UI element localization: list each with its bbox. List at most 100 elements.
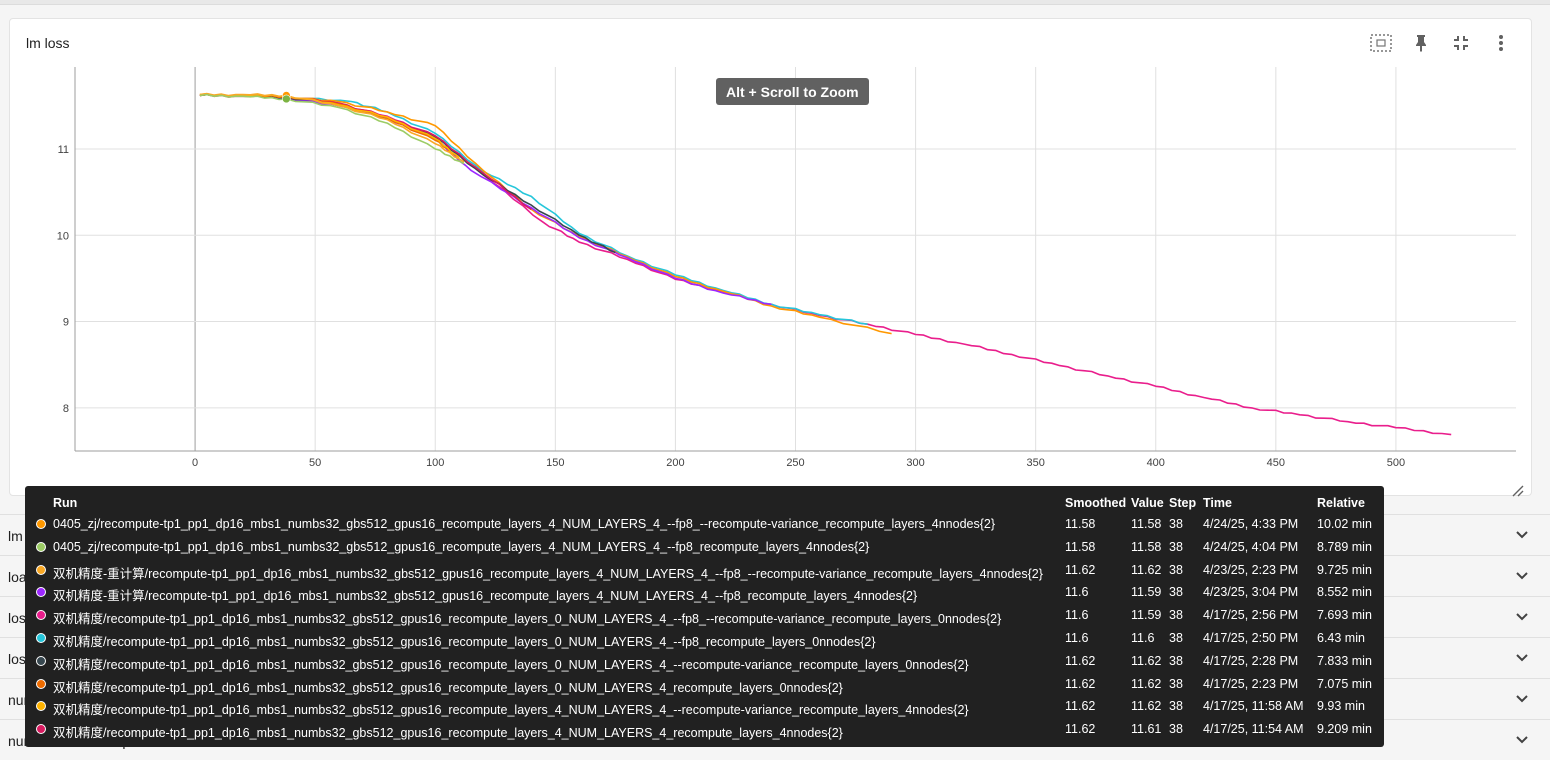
tt-smoothed: 11.58: [1065, 539, 1096, 554]
x-tick-label: 350: [1026, 457, 1044, 469]
run-color-dot: [36, 724, 46, 735]
x-tick-label: 150: [546, 457, 564, 469]
tt-time: 4/23/25, 3:04 PM: [1203, 585, 1299, 600]
tt-smoothed: 11.62: [1065, 676, 1096, 691]
tt-time: 4/23/25, 2:23 PM: [1203, 562, 1299, 577]
run-color-dot: [36, 678, 46, 689]
pin-icon[interactable]: [1401, 31, 1441, 55]
tt-header-relative: Relative: [1317, 496, 1365, 510]
run-color-dot: [36, 610, 46, 621]
tt-run: 双机精度/recompute-tp1_pp1_dp16_mbs1_numbs32…: [53, 612, 1002, 627]
tt-step: 38: [1169, 562, 1183, 577]
tooltip-row: 0405_zj/recompute-tp1_pp1_dp16_mbs1_numb…: [25, 514, 1384, 536]
tooltip-row: 双机精度/recompute-tp1_pp1_dp16_mbs1_numbs32…: [25, 696, 1384, 718]
tt-run: 双机精度/recompute-tp1_pp1_dp16_mbs1_numbs32…: [53, 680, 843, 695]
resize-handle-icon[interactable]: [1512, 484, 1524, 502]
run-color-dot: [36, 701, 46, 712]
tt-step: 38: [1169, 585, 1183, 600]
chevron-down-icon[interactable]: [1512, 525, 1532, 550]
tt-run: 双机精度-重计算/recompute-tp1_pp1_dp16_mbs1_num…: [53, 566, 1043, 581]
tt-time: 4/17/25, 2:28 PM: [1203, 653, 1299, 668]
tt-step: 38: [1169, 722, 1183, 737]
series-line: [199, 93, 1452, 436]
x-tick-label: 450: [1267, 457, 1285, 469]
x-tick-label: 200: [666, 457, 684, 469]
chevron-down-icon[interactable]: [1512, 689, 1532, 714]
tooltip-row: 0405_zj/recompute-tp1_pp1_dp16_mbs1_numb…: [25, 537, 1384, 559]
run-color-dot: [36, 587, 46, 598]
tt-step: 38: [1169, 608, 1183, 623]
x-tick-label: 500: [1387, 457, 1405, 469]
tt-header-run: Run: [53, 496, 78, 510]
chevron-down-icon[interactable]: [1512, 648, 1532, 673]
run-color-dot: [36, 655, 46, 666]
card-title: lm loss: [26, 35, 70, 51]
tt-smoothed: 11.58: [1065, 517, 1096, 531]
tt-smoothed: 11.62: [1065, 562, 1096, 577]
tt-value: 11.62: [1131, 699, 1162, 714]
tt-time: 4/17/25, 2:50 PM: [1203, 631, 1299, 645]
tt-value: 11.59: [1131, 585, 1162, 600]
tt-value: 11.6: [1131, 631, 1155, 645]
y-tick-label: 8: [63, 403, 69, 415]
tt-time: 4/17/25, 2:56 PM: [1203, 608, 1299, 623]
tt-value: 11.61: [1131, 722, 1162, 737]
tt-value: 11.58: [1131, 539, 1162, 554]
tt-run: 双机精度/recompute-tp1_pp1_dp16_mbs1_numbs32…: [53, 703, 969, 718]
tt-run: 双机精度/recompute-tp1_pp1_dp16_mbs1_numbs32…: [53, 635, 876, 649]
tt-relative: 9.725 min: [1317, 562, 1372, 577]
tt-relative: 10.02 min: [1317, 517, 1372, 531]
chevron-down-icon[interactable]: [1512, 607, 1532, 632]
tooltip-row: 双机精度/recompute-tp1_pp1_dp16_mbs1_numbs32…: [25, 628, 1384, 650]
x-tick-label: 250: [786, 457, 804, 469]
y-tick-label: 10: [57, 230, 69, 242]
tt-header-time: Time: [1203, 496, 1232, 510]
x-tick-label: 0: [192, 457, 198, 469]
run-color-dot: [36, 633, 46, 643]
run-color-dot: [36, 519, 46, 529]
series-line: [199, 93, 465, 165]
tt-value: 11.58: [1131, 517, 1162, 531]
fit-domain-icon[interactable]: [1361, 31, 1401, 55]
tooltip-row: 双机精度-重计算/recompute-tp1_pp1_dp16_mbs1_num…: [25, 560, 1384, 582]
tt-relative: 9.209 min: [1317, 722, 1372, 737]
top-divider: [0, 0, 1550, 5]
tt-relative: 9.93 min: [1317, 699, 1365, 714]
run-color-dot: [36, 541, 46, 552]
tt-smoothed: 11.62: [1065, 699, 1096, 714]
tt-time: 4/24/25, 4:04 PM: [1203, 539, 1299, 554]
chevron-down-icon[interactable]: [1512, 730, 1532, 755]
hover-tooltip: Run Smoothed Value Step Time Relative 04…: [25, 486, 1384, 747]
tt-header-value: Value: [1131, 496, 1164, 510]
tt-time: 4/24/25, 4:33 PM: [1203, 517, 1299, 531]
x-tick-label: 100: [426, 457, 444, 469]
tt-relative: 8.789 min: [1317, 539, 1372, 554]
series-line: [199, 93, 772, 306]
hover-point: [282, 94, 291, 104]
chevron-down-icon[interactable]: [1512, 566, 1532, 591]
collapse-icon[interactable]: [1441, 31, 1481, 55]
y-tick-label: 11: [58, 144, 69, 156]
tt-step: 38: [1169, 631, 1183, 645]
tt-value: 11.62: [1131, 562, 1162, 577]
zoom-hint: Alt + Scroll to Zoom: [716, 78, 869, 105]
tt-step: 38: [1169, 699, 1183, 714]
tt-step: 38: [1169, 676, 1183, 691]
tt-time: 4/17/25, 2:23 PM: [1203, 676, 1299, 691]
tt-run: 双机精度/recompute-tp1_pp1_dp16_mbs1_numbs32…: [53, 657, 969, 672]
tt-header-smoothed: Smoothed: [1065, 496, 1127, 510]
y-tick-label: 9: [63, 317, 69, 329]
tt-header-step: Step: [1169, 496, 1197, 510]
lm-loss-chart[interactable]: 0 50 100 150 200 250 300 350 400 450 500 8 9 10 11: [0, 0, 1550, 500]
tooltip-row: 双机精度/recompute-tp1_pp1_dp16_mbs1_numbs32…: [25, 651, 1384, 673]
tt-run: 双机精度-重计算/recompute-tp1_pp1_dp16_mbs1_num…: [53, 589, 918, 604]
tooltip-row: 双机精度/recompute-tp1_pp1_dp16_mbs1_numbs32…: [25, 605, 1384, 627]
x-tick-label: 300: [906, 457, 924, 469]
tt-step: 38: [1169, 517, 1183, 531]
tt-time: 4/17/25, 11:54 AM: [1203, 722, 1304, 737]
x-tick-label: 50: [309, 457, 321, 469]
tt-value: 11.59: [1131, 608, 1162, 623]
tt-run: 0405_zj/recompute-tp1_pp1_dp16_mbs1_numb…: [53, 517, 996, 531]
tt-run: 0405_zj/recompute-tp1_pp1_dp16_mbs1_numb…: [53, 539, 870, 554]
more-vert-icon[interactable]: [1481, 31, 1521, 55]
